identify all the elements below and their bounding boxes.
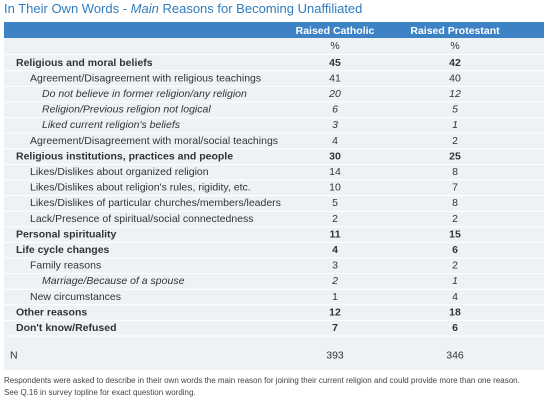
cell-value: 6 <box>332 104 338 116</box>
footnote: See Q.16 in survey topline for exact que… <box>4 388 196 397</box>
cell-value: 11 <box>329 228 340 240</box>
cell-value: 4 <box>452 291 458 303</box>
cell-value: 3 <box>332 119 338 131</box>
cell-value: 6 <box>452 244 458 256</box>
cell-value: 2 <box>452 135 458 147</box>
cell-value: 14 <box>329 166 341 178</box>
row-label: Family reasons <box>30 260 101 272</box>
cell-value: 30 <box>329 150 341 162</box>
cell-value: 42 <box>449 57 461 69</box>
row-label: Life cycle changes <box>16 244 110 256</box>
row-label: Lack/Presence of spiritual/social connec… <box>30 213 254 225</box>
column-header: Raised Protestant <box>410 25 500 37</box>
total-label: N <box>10 350 18 362</box>
cell-value: 15 <box>449 228 461 240</box>
title-emphasis: Main <box>131 1 159 16</box>
cell-value: 2 <box>452 260 458 272</box>
cell-value: 2 <box>452 213 458 225</box>
unit-label: % <box>330 40 339 52</box>
total-value: 393 <box>326 350 344 362</box>
cell-value: 7 <box>452 182 458 194</box>
cell-value: 1 <box>332 291 338 303</box>
row-label: Don't know/Refused <box>16 322 117 334</box>
row-label: Do not believe in former religion/any re… <box>42 88 247 100</box>
cell-value: 12 <box>449 88 461 100</box>
row-label: Likes/Dislikes about organized religion <box>30 166 209 178</box>
cell-value: 5 <box>452 104 458 116</box>
row-label: Religious institutions, practices and pe… <box>16 150 233 162</box>
row-label: Religious and moral beliefs <box>16 57 153 69</box>
row-label: New circumstances <box>30 291 121 303</box>
cell-value: 20 <box>328 88 341 100</box>
cell-value: 12 <box>329 306 341 318</box>
cell-value: 40 <box>449 72 461 84</box>
cell-value: 1 <box>452 275 458 287</box>
row-label: Marriage/Because of a spouse <box>42 275 185 287</box>
cell-value: 10 <box>329 182 341 194</box>
cell-value: 8 <box>452 197 458 209</box>
unit-label: % <box>450 40 459 52</box>
header-bar <box>4 22 544 38</box>
row-label: Personal spirituality <box>16 228 117 240</box>
row-label: Likes/Dislikes about religion's rules, r… <box>30 182 251 194</box>
title: In Their Own Words - Main Reasons for Be… <box>4 1 362 16</box>
title-prefix: In Their Own Words - <box>4 1 131 16</box>
cell-value: 3 <box>332 260 338 272</box>
cell-value: 41 <box>329 72 341 84</box>
cell-value: 1 <box>452 119 458 131</box>
column-header: Raised Catholic <box>296 25 375 37</box>
cell-value: 4 <box>332 135 338 147</box>
total-value: 346 <box>446 350 464 362</box>
row-label: Agreement/Disagreement with religious te… <box>30 72 261 84</box>
cell-value: 25 <box>449 150 461 162</box>
cell-value: 2 <box>332 213 338 225</box>
title-suffix: Reasons for Becoming Unaffiliated <box>159 1 363 16</box>
cell-value: 7 <box>332 322 338 334</box>
row-label: Liked current religion's beliefs <box>42 119 181 131</box>
cell-value: 45 <box>329 57 341 69</box>
row-label: Other reasons <box>16 306 87 318</box>
cell-value: 2 <box>331 275 338 287</box>
row-label: Agreement/Disagreement with moral/social… <box>30 135 278 147</box>
cell-value: 8 <box>452 166 458 178</box>
footnote: Respondents were asked to describe in th… <box>4 376 520 385</box>
cell-value: 6 <box>452 322 458 334</box>
cell-value: 18 <box>449 306 461 318</box>
row-label: Likes/Dislikes of particular churches/me… <box>30 197 281 209</box>
row-label: Religion/Previous religion not logical <box>42 104 211 116</box>
cell-value: 5 <box>332 197 338 209</box>
cell-value: 4 <box>332 244 338 256</box>
